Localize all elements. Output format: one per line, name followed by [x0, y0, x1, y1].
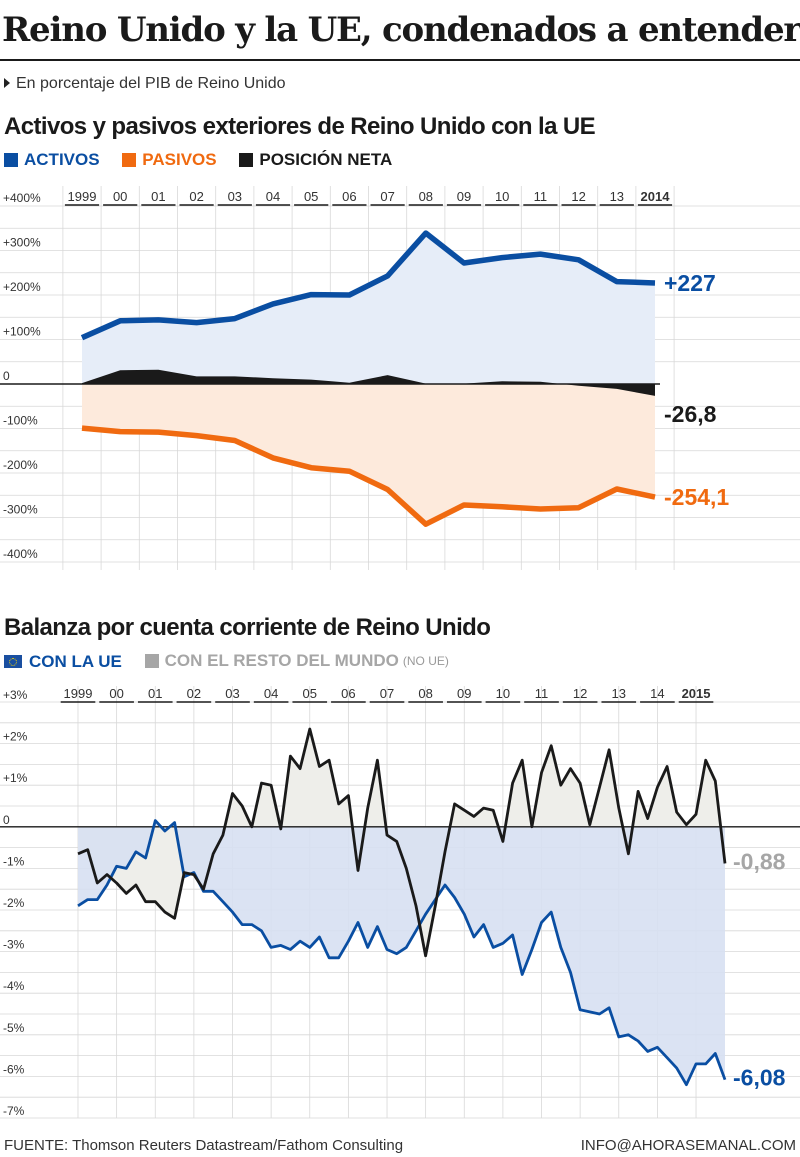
- y-tick-label: -5%: [3, 1021, 25, 1035]
- legend-swatch-pasivos: [122, 153, 137, 167]
- x-tick-label: 03: [228, 189, 242, 204]
- x-tick-label: 08: [419, 189, 433, 204]
- x-tick-label: 2015: [682, 686, 711, 701]
- legend-label-neta: POSICIÓN NETA: [259, 150, 393, 169]
- legend-neta: POSICIÓN NETA: [239, 150, 392, 170]
- x-tick-label: 09: [457, 189, 471, 204]
- legend-label-ue: CON LA UE: [29, 651, 122, 671]
- y-tick-label: +200%: [3, 280, 41, 294]
- y-tick-label: -400%: [3, 547, 38, 561]
- x-tick-label: 07: [380, 686, 394, 701]
- x-tick-label: 06: [342, 189, 356, 204]
- x-tick-label: 2014: [641, 189, 671, 204]
- chart2-svg: +3% +2% +1% 0 -1% -2% -3% -4% -5% -6% -7% 1999 00 01 0…: [0, 686, 800, 1119]
- ue-area: [78, 820, 725, 1085]
- y-tick-label: -7%: [3, 1104, 25, 1118]
- x-tick-label: 05: [303, 686, 317, 701]
- y-tick-label: -300%: [3, 503, 38, 517]
- x-tick-label: 02: [189, 189, 203, 204]
- x-tick-label: 00: [113, 189, 127, 204]
- end-label-neta: -26,8: [664, 401, 717, 427]
- end-label-pasivos: -254,1: [664, 484, 729, 510]
- x-tick-label: 04: [264, 686, 278, 701]
- end-label-rest: -0,88: [733, 848, 786, 874]
- chart2-legend: CON LA UE CON EL RESTO DEL MUNDO (NO UE): [4, 651, 467, 673]
- y-tick-label: -2%: [3, 896, 25, 910]
- chart1-title: Activos y pasivos exteriores de Reino Un…: [4, 113, 596, 140]
- pasivos-line: [81, 425, 656, 527]
- eu-flag-icon: [4, 655, 22, 668]
- x-tick-label: 10: [495, 189, 509, 204]
- legend-rest: CON EL RESTO DEL MUNDO (NO UE): [144, 651, 449, 671]
- y-tick-label: +100%: [3, 325, 41, 339]
- x-tick-label: 12: [571, 189, 585, 204]
- x-tick-label: 01: [151, 189, 165, 204]
- activos-line: [80, 230, 656, 341]
- x-tick-label: 03: [225, 686, 239, 701]
- chart1-svg: +400% +300% +200% +100% 0 -100% -200% -300% -400…: [0, 186, 800, 570]
- x-tick-label: 05: [304, 189, 318, 204]
- y-tick-label: -200%: [3, 458, 38, 472]
- neta-area: [82, 369, 655, 396]
- x-tick-label: 00: [109, 686, 123, 701]
- pasivos-area: [82, 384, 655, 525]
- y-tick-label: +1%: [3, 771, 28, 785]
- source-note: FUENTE: Thomson Reuters Datastream/Fatho…: [4, 1137, 404, 1154]
- legend-note: (NO UE): [402, 654, 449, 668]
- y-tick-label: 0: [3, 369, 10, 383]
- x-tick-label: 12: [573, 686, 587, 701]
- x-tick-label: 09: [457, 686, 471, 701]
- subtitle: En porcentaje del PIB de Reino Unido: [4, 75, 286, 93]
- x-tick-label: 13: [610, 189, 624, 204]
- page-title: Reino Unido y la UE, condenados a entend…: [2, 10, 800, 50]
- legend-swatch-activos: [4, 153, 18, 167]
- x-tick-label: 04: [266, 189, 280, 204]
- x-tick-label: 06: [341, 686, 355, 701]
- legend-ue: CON LA UE: [4, 652, 122, 672]
- legend-swatch-rest: [144, 654, 159, 668]
- y-tick-label: -1%: [3, 854, 25, 868]
- x-tick-label: 07: [380, 189, 394, 204]
- y-tick-label: 0: [3, 813, 10, 827]
- end-label-ue: -6,08: [733, 1065, 786, 1091]
- y-tick-label: -6%: [3, 1062, 25, 1076]
- end-label-activos: +227: [664, 270, 716, 296]
- legend-label-rest: CON EL RESTO DEL MUNDO: [164, 651, 399, 670]
- legend-activos: ACTIVOS: [4, 150, 100, 170]
- x-tick-label: 10: [496, 686, 510, 701]
- legend-pasivos: PASIVOS: [122, 150, 217, 170]
- contact-email: INFO@AHORASEMANAL.COM: [580, 1137, 796, 1154]
- x-tick-label: 02: [187, 686, 201, 701]
- subtitle-text: En porcentaje del PIB de Reino Unido: [16, 75, 286, 92]
- legend-label-pasivos: PASIVOS: [142, 150, 217, 169]
- triangle-icon: [4, 78, 10, 88]
- y-tick-label: +300%: [3, 236, 41, 250]
- y-tick-label: -100%: [3, 414, 38, 428]
- rest-line: [77, 727, 727, 958]
- y-tick-label: -3%: [3, 938, 25, 952]
- x-tick-label: 1999: [64, 686, 93, 701]
- chart1-legend: ACTIVOS PASIVOS POSICIÓN NETA: [4, 150, 410, 172]
- y-tick-label: +400%: [3, 191, 41, 205]
- y-tick-label: +3%: [3, 688, 28, 702]
- y-tick-label: -4%: [3, 979, 25, 993]
- x-tick-label: 08: [418, 686, 432, 701]
- ue-line: [77, 819, 727, 1087]
- x-tick-label: 13: [612, 686, 626, 701]
- x-tick-label: 14: [650, 686, 664, 701]
- y-tick-label: +2%: [3, 730, 28, 744]
- legend-label-activos: ACTIVOS: [24, 150, 100, 169]
- activos-area: [82, 233, 655, 384]
- chart2-title: Balanza por cuenta corriente de Reino Un…: [4, 614, 491, 641]
- title-rule: [0, 59, 800, 61]
- x-tick-label: 11: [534, 189, 548, 204]
- x-tick-label: 11: [535, 686, 549, 701]
- legend-swatch-neta: [239, 153, 254, 167]
- x-tick-label: 01: [148, 686, 162, 701]
- x-tick-label: 1999: [68, 189, 97, 204]
